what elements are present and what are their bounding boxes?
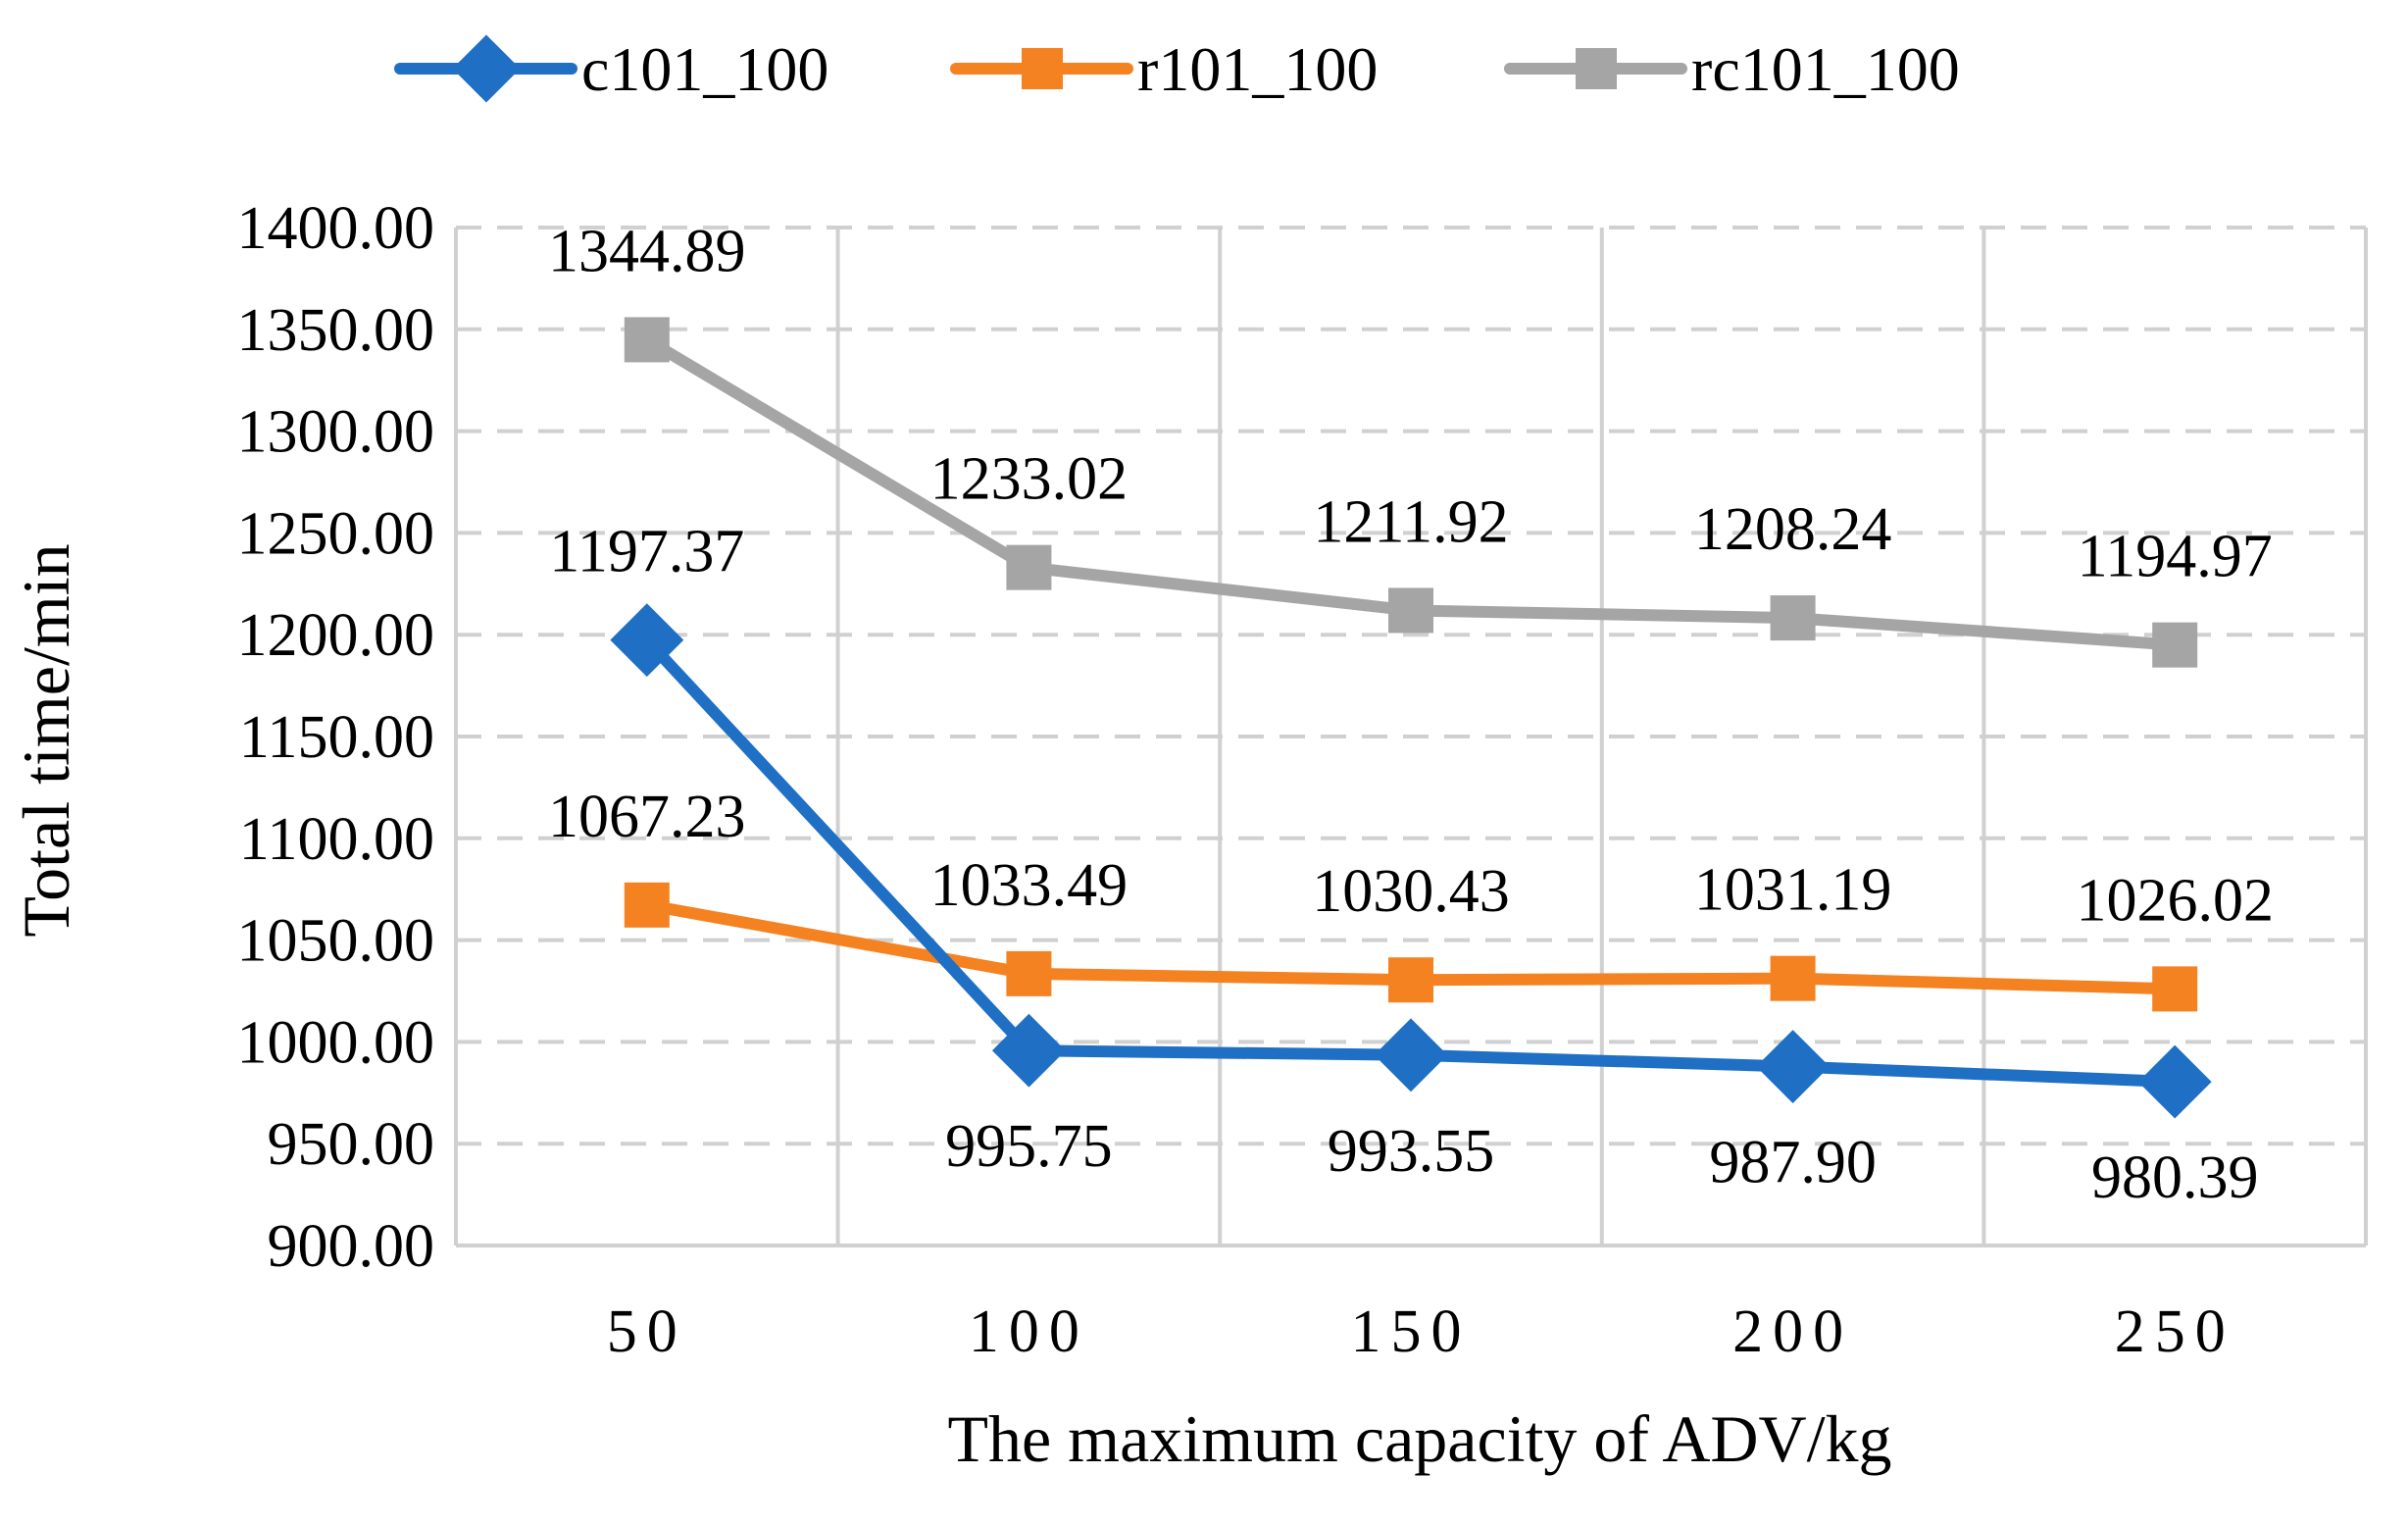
y-tick-label: 900.00: [268, 1213, 435, 1280]
x-tick-label: 150: [1351, 1298, 1472, 1365]
x-tick-label: 100: [969, 1298, 1089, 1365]
y-tick-label: 1150.00: [239, 704, 434, 771]
legend-label: r101_100: [1137, 34, 1378, 104]
data-label: 1067.23: [548, 784, 746, 850]
legend: c101_100 r101_100 rc101_100: [394, 34, 1960, 104]
data-label: 1033.49: [930, 852, 1129, 919]
data-label: 987.90: [1709, 1130, 1877, 1196]
legend-item-rc101_100: rc101_100: [1504, 34, 1960, 104]
data-label: 980.39: [2091, 1144, 2259, 1211]
series-r101_100: [624, 882, 2198, 1012]
axis-layer: 900.00 950.00 1000.00 1050.00 1100.00 1150.00…: [237, 195, 2366, 1365]
data-point-marker: [1374, 1018, 1448, 1093]
data-point-marker: [1756, 1030, 1831, 1103]
y-tick-label: 1100.00: [239, 806, 434, 873]
data-point-marker: [1022, 48, 1063, 89]
y-tick-label: 950.00: [268, 1111, 435, 1178]
data-point-marker: [991, 1013, 1066, 1088]
y-axis-title: Total time/min: [9, 543, 83, 937]
legend-label: rc101_100: [1691, 34, 1960, 104]
data-point-marker: [1770, 955, 1816, 1001]
data-label: 1208.24: [1694, 496, 1892, 563]
y-tick-label: 1250.00: [237, 500, 435, 567]
y-tick-label: 1050.00: [237, 908, 435, 975]
series-rc101_100: [624, 317, 2198, 668]
data-label: 1211.92: [1313, 488, 1508, 555]
data-label: 1233.02: [930, 446, 1129, 513]
data-label: 1030.43: [1312, 858, 1510, 925]
data-point-marker: [624, 882, 670, 928]
data-point-marker: [1576, 48, 1617, 89]
legend-label: c101_100: [581, 34, 828, 104]
y-tick-label: 1200.00: [237, 602, 435, 669]
data-point-marker: [1388, 587, 1433, 634]
data-point-marker: [1006, 950, 1052, 996]
data-label: 993.55: [1328, 1118, 1495, 1185]
y-tick-label: 1350.00: [237, 297, 435, 364]
data-point-marker: [1770, 595, 1816, 641]
legend-item-c101_100: c101_100: [394, 34, 828, 104]
series-layer: [610, 317, 2212, 1119]
legend-item-r101_100: r101_100: [950, 34, 1378, 104]
data-point-marker: [2152, 622, 2198, 668]
data-label: 1344.89: [548, 218, 746, 284]
data-point-marker: [610, 603, 684, 678]
data-point-marker: [2137, 1044, 2212, 1119]
series-c101_100: [610, 603, 2212, 1119]
data-label: 1194.97: [2078, 524, 2273, 590]
y-tick-label: 1300.00: [237, 399, 435, 466]
data-point-marker: [1388, 957, 1433, 1003]
data-label: 1026.02: [2076, 867, 2274, 934]
data-label: 1031.19: [1694, 857, 1892, 924]
data-label: 1197.37: [549, 519, 744, 585]
data-point-marker: [452, 34, 521, 103]
data-point-marker: [1006, 544, 1052, 590]
x-tick-label: 50: [607, 1298, 687, 1365]
x-tick-label: 200: [1732, 1298, 1853, 1365]
data-point-marker: [2152, 966, 2198, 1012]
data-point-marker: [624, 317, 670, 363]
data-label-layer: 1344.89 1233.02 1211.92 1208.24 1194.97 1067.…: [548, 218, 2274, 1211]
data-label: 995.75: [945, 1113, 1113, 1180]
x-tick-label: 250: [2115, 1298, 2235, 1365]
y-tick-label: 1000.00: [237, 1009, 435, 1076]
x-axis-title: The maximum capacity of ADV/kg: [947, 1401, 1891, 1476]
y-tick-label: 1400.00: [237, 195, 435, 262]
